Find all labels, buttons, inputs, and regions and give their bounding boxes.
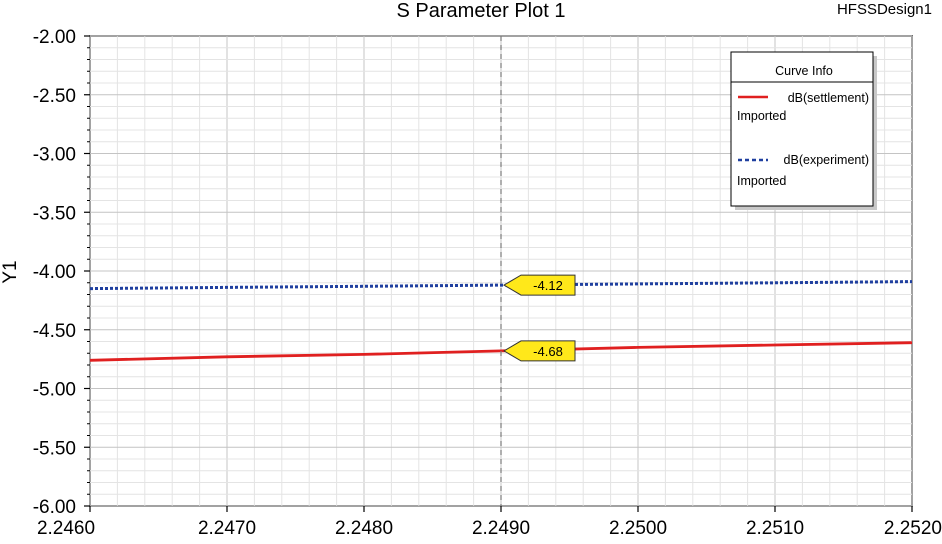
marker-label[interactable]: -4.68 [503,340,576,362]
y-axis-label: Y1 [0,260,21,283]
x-tick-label: 2.2480 [335,518,393,539]
y-tick-label: -2.50 [33,86,76,107]
marker-label-value: -4.12 [533,278,563,293]
y-tick-label: -6.00 [33,497,76,518]
y-tick-label: -5.00 [33,380,76,401]
legend[interactable]: Curve Info dB(settlement) Imported dB(ex… [730,51,877,210]
y-tick-label: -4.50 [33,321,76,342]
series-line-dbexperiment [89,280,913,291]
legend-box [730,51,874,207]
x-tick-label: 2.2500 [609,518,667,539]
legend-title: Curve Info [775,64,833,78]
legend-entry-experiment: dB(experiment) [784,153,869,167]
marker-label-value: -4.68 [533,344,563,359]
series-layer [89,280,913,362]
x-tick-label: 2.2490 [472,518,530,539]
legend-sub-experiment: Imported [737,174,786,188]
legend-sub-settlement: Imported [737,109,786,123]
y-tick-label: -4.00 [33,262,76,283]
design-name: HFSSDesign1 [837,1,932,18]
axis-ticks: -2.00 -2.50 -3.00 -3.50 -4.00 -4.50 -5.00 -5.50… [33,27,942,539]
x-tick-label: 2.2510 [746,518,804,539]
y-tick-label: -3.50 [33,203,76,224]
y-tick-label: -2.00 [33,27,76,48]
chart-title: S Parameter Plot 1 [397,0,566,22]
marker-label[interactable]: -4.12 [503,274,576,296]
marker-layer: -4.12 -4.68 [500,36,576,506]
marker-label-box [503,274,576,296]
y-tick-label: -3.00 [33,145,76,166]
x-tick-label: 2.2520 [884,518,942,539]
x-tick-label: 2.2460 [37,518,95,539]
series-line-dbsettlement [89,341,913,362]
x-tick-label: 2.2470 [198,518,256,539]
legend-entry-settlement: dB(settlement) [788,91,869,105]
y-tick-label: -5.50 [33,438,76,459]
marker-label-box [503,340,576,362]
